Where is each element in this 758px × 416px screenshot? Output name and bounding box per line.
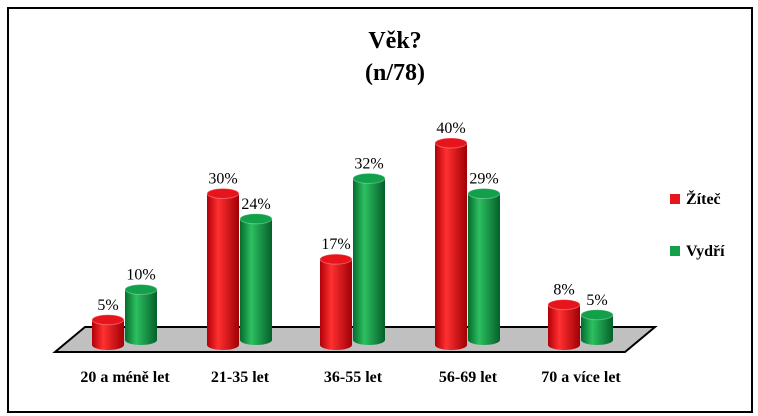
- bar-top: [319, 253, 353, 265]
- data-label: 17%: [321, 236, 350, 253]
- data-label: 40%: [436, 120, 465, 137]
- bar: [240, 218, 272, 340]
- bar-top: [580, 309, 614, 321]
- bar-top: [124, 284, 158, 295]
- bar-top: [434, 137, 468, 149]
- bar-top: [91, 314, 125, 326]
- bar: [548, 304, 580, 345]
- x-tick-label: 20 a méně let: [80, 369, 170, 386]
- legend-swatch: [670, 194, 680, 204]
- chart-title: Věk?: [368, 28, 421, 54]
- legend-swatch: [670, 246, 680, 256]
- x-tick-label: 36-55 let: [323, 369, 383, 386]
- legend-label: Vydří: [686, 243, 725, 260]
- x-tick-label: 70 a více let: [541, 369, 621, 386]
- bar: [125, 289, 157, 340]
- data-label: 10%: [126, 267, 155, 284]
- data-label: 32%: [354, 155, 383, 172]
- data-label: 30%: [208, 171, 237, 188]
- bar-top: [547, 299, 581, 311]
- bar: [353, 178, 385, 340]
- bar-top: [206, 188, 240, 199]
- data-label: 5%: [97, 297, 118, 314]
- data-label: 8%: [553, 282, 574, 299]
- x-tick-label: 56-69 let: [438, 369, 498, 386]
- bar-top: [239, 213, 273, 225]
- bar-top: [467, 188, 501, 200]
- bar: [468, 193, 500, 340]
- x-tick-label: 21-35 let: [210, 369, 270, 386]
- data-label: 5%: [586, 292, 607, 309]
- bar: [320, 259, 352, 345]
- chart-subtitle: (n/78): [365, 60, 425, 86]
- data-label: 24%: [241, 196, 270, 213]
- bar-top: [352, 172, 386, 184]
- bar: [435, 143, 467, 345]
- bar: [207, 193, 239, 345]
- legend-label: Žíteč: [686, 189, 721, 208]
- data-label: 29%: [469, 171, 498, 188]
